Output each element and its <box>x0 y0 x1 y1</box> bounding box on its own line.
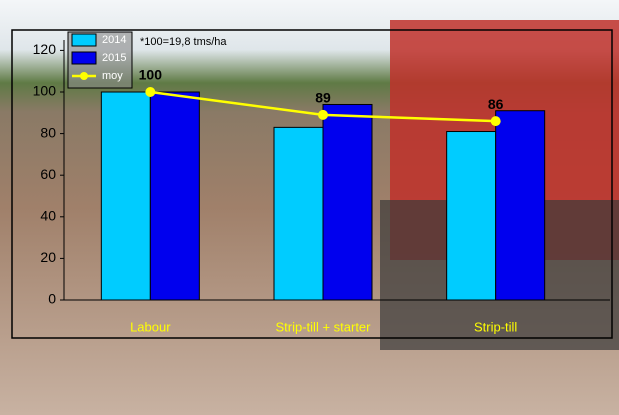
y-tick-label: 0 <box>48 291 56 307</box>
y-tick-label: 60 <box>40 166 56 182</box>
bar <box>149 91 200 301</box>
y-tick-label: 80 <box>40 124 56 140</box>
data-label: 89 <box>315 90 331 106</box>
bar <box>495 110 546 301</box>
x-tick-label: Strip-till <box>474 319 517 334</box>
line-marker <box>145 87 156 97</box>
legend-box <box>67 31 133 89</box>
y-tick-label: 40 <box>40 208 56 224</box>
bar <box>100 91 151 301</box>
line-marker <box>318 109 328 120</box>
y-tick-label: 20 <box>40 249 56 265</box>
bar <box>273 126 324 301</box>
legend-label: 2014 <box>102 34 126 46</box>
bar <box>446 131 497 301</box>
data-label: 100 <box>139 67 163 83</box>
x-tick-label: Strip-till + starter <box>276 319 372 334</box>
y-tick-label: 100 <box>33 83 57 99</box>
line-marker <box>490 116 501 127</box>
legend-swatch <box>71 51 97 65</box>
y-tick-label: 120 <box>33 41 57 57</box>
data-label: 86 <box>488 96 504 112</box>
chart-frame <box>11 29 613 339</box>
legend-marker <box>80 72 88 80</box>
legend-swatch <box>71 33 97 47</box>
x-tick-label: Labour <box>130 319 171 334</box>
legend-label: 2015 <box>102 52 126 64</box>
legend-label: moy <box>102 70 123 82</box>
bar <box>322 103 373 301</box>
annotation: *100=19,8 tms/ha <box>140 36 227 48</box>
